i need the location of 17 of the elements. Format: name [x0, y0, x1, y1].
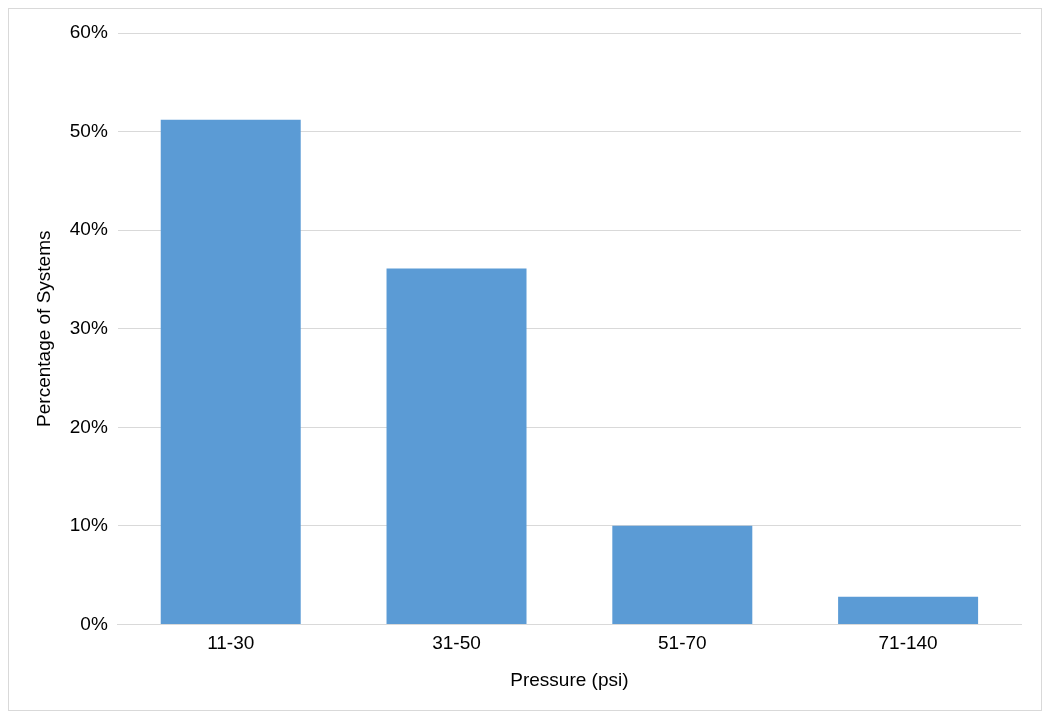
x-tick-label: 31-50 [432, 632, 481, 654]
y-axis-title: Percentage of Systems [32, 230, 54, 427]
y-tick-label: 50% [69, 119, 108, 141]
x-tick-label: 51-70 [658, 632, 707, 654]
y-tick-label: 10% [69, 514, 108, 536]
x-tick-label: 71-140 [878, 632, 938, 654]
x-tick-label: 11-30 [207, 632, 255, 654]
y-tick-label: 20% [69, 415, 108, 437]
bar [838, 596, 979, 624]
x-axis-title: Pressure (psi) [510, 668, 629, 690]
bar [612, 525, 753, 624]
bar [386, 268, 527, 624]
y-tick-label: 30% [69, 316, 108, 338]
bar [160, 119, 301, 624]
y-tick-label: 60% [69, 21, 108, 43]
y-tick-label: 40% [69, 218, 108, 240]
y-tick-label: 0% [80, 612, 108, 634]
